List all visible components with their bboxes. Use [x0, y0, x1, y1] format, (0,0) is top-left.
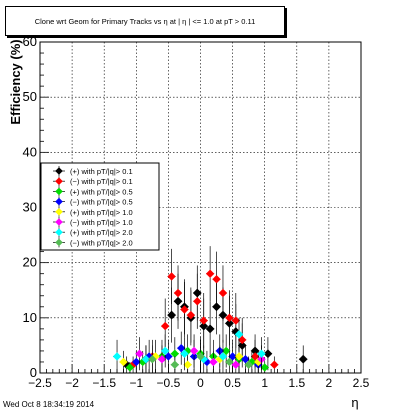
y-axis-label: Efficiency (%): [8, 39, 23, 124]
x-tick-label: 2.5: [353, 376, 370, 390]
y-tick-label: 50: [23, 89, 37, 104]
data-point-marker: [225, 357, 234, 367]
data-point-marker: [160, 321, 170, 331]
x-tick-label: −2.5: [28, 376, 52, 390]
legend-marker: [55, 228, 63, 236]
data-point-marker: [209, 357, 218, 367]
data-point-marker: [112, 352, 122, 361]
legend-entry-label: (−) with pT/|q|> 0.5: [70, 198, 133, 207]
legend-marker: [55, 167, 63, 175]
data-point-marker: [167, 310, 177, 320]
legend-entry-label: (+) with pT/|q|> 2.0: [70, 228, 133, 237]
data-point-marker: [167, 272, 176, 281]
data-point-marker: [231, 316, 241, 325]
x-tick-label: −0.5: [157, 376, 181, 390]
legend-marker: [55, 187, 63, 196]
data-point-marker: [160, 346, 170, 356]
data-point-marker: [138, 357, 147, 367]
data-point-marker: [170, 360, 180, 369]
data-point-marker: [231, 360, 241, 369]
y-tick-label: 40: [23, 144, 37, 159]
x-tick-label: 1.5: [288, 376, 305, 390]
y-tick-label: 30: [23, 200, 37, 215]
series-group: [112, 317, 266, 373]
series-group: [148, 339, 253, 373]
data-point-marker: [241, 355, 250, 364]
x-tick-label: −1: [129, 376, 143, 390]
data-points: [112, 246, 308, 373]
data-point-marker: [218, 288, 228, 298]
y-tick-label: 60: [23, 34, 37, 49]
data-point-marker: [141, 355, 151, 364]
x-tick-label: 2: [326, 376, 333, 390]
y-tick-label: 20: [23, 255, 37, 270]
data-point-marker: [205, 324, 215, 334]
data-point-marker: [228, 352, 237, 361]
x-axis-label: η: [351, 395, 358, 410]
data-point-marker: [298, 354, 308, 364]
x-tick-label: −1.5: [92, 376, 116, 390]
data-point-marker: [218, 352, 228, 361]
data-point-marker: [173, 288, 183, 298]
data-point-marker: [183, 346, 192, 356]
legend-box: [40, 162, 160, 251]
x-tick-label: 0.5: [224, 376, 241, 390]
data-point-marker: [225, 313, 234, 323]
x-tick-label: −2: [65, 376, 79, 390]
data-point-marker: [234, 330, 244, 339]
data-point-marker: [148, 355, 157, 364]
legend-entry-label: (−) with pT/|q|> 1.0: [70, 218, 133, 227]
data-point-marker: [135, 349, 144, 358]
data-point-marker: [125, 363, 135, 372]
timestamp: Wed Oct 8 18:34:19 2014: [3, 400, 95, 409]
chart-title: Clone wrt Geom for Primary Tracks vs η a…: [5, 6, 285, 36]
legend-marker: [55, 218, 63, 226]
data-point-marker: [119, 357, 128, 367]
data-point-marker: [157, 355, 167, 364]
data-point-marker: [257, 349, 266, 358]
legend-entry-label: (−) with pT/|q|> 2.0: [70, 238, 133, 247]
x-tick-label: 0: [197, 376, 204, 390]
data-point-marker: [270, 360, 279, 369]
legend-entry-label: (+) with pT/|q|> 0.5: [70, 187, 133, 196]
data-point-marker: [132, 357, 141, 367]
data-point-marker: [199, 316, 208, 325]
y-tick-label: 10: [23, 310, 37, 325]
data-point-marker: [221, 346, 231, 356]
legend-marker: [55, 197, 63, 206]
data-point-marker: [183, 360, 192, 369]
data-point-marker: [263, 349, 273, 359]
data-point-marker: [238, 335, 247, 345]
data-point-marker: [180, 349, 189, 358]
data-point-marker: [180, 305, 189, 314]
data-point-marker: [164, 352, 173, 361]
data-point-marker: [196, 352, 205, 361]
series-group: [128, 246, 279, 373]
legend-entry-label: (−) with pT/|q|> 0.1: [70, 177, 133, 186]
data-point-marker: [189, 346, 199, 356]
legend: (+) with pT/|q|> 0.1(−) with pT/|q|> 0.1…: [40, 162, 160, 251]
x-tick-label: 1: [261, 376, 268, 390]
data-point-marker: [234, 352, 244, 361]
data-point-marker: [205, 269, 215, 278]
y-tick-label: 0: [30, 365, 37, 380]
legend-marker: [55, 177, 63, 185]
data-point-marker: [170, 349, 180, 358]
data-point-marker: [193, 297, 202, 306]
series-group: [135, 334, 266, 373]
legend-entry-label: (+) with pT/|q|> 0.1: [70, 167, 133, 176]
data-point-marker: [186, 310, 196, 320]
data-point-marker: [177, 343, 186, 353]
legend-entry-label: (+) with pT/|q|> 1.0: [70, 208, 133, 217]
data-point-marker: [260, 363, 269, 372]
data-point-marker: [212, 275, 221, 284]
legend-marker: [55, 238, 63, 247]
data-point-marker: [244, 360, 253, 369]
data-point-marker: [250, 352, 260, 361]
legend-marker: [55, 208, 63, 216]
